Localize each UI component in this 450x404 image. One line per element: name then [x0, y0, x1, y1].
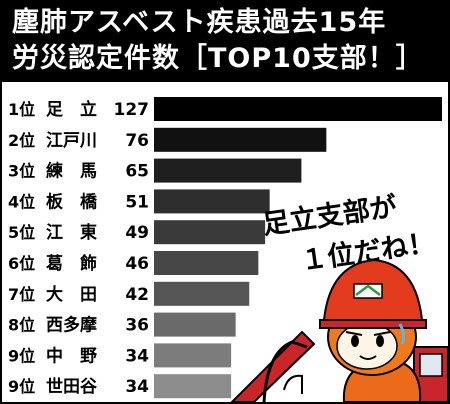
- bar: [154, 343, 232, 368]
- rank-label: 2位: [8, 131, 35, 150]
- value-label: 127: [114, 100, 150, 120]
- rank-label: 3位: [8, 162, 35, 181]
- category-label: 葛 飾: [45, 253, 97, 274]
- bar: [154, 251, 259, 275]
- category-label: 西多摩: [46, 315, 97, 336]
- category-label: 練 馬: [46, 161, 97, 182]
- bar: [154, 220, 266, 245]
- rank-label: 9位: [8, 346, 35, 365]
- rank-label: 4位: [8, 192, 35, 211]
- rank-label: 9位: [8, 377, 35, 396]
- category-label: 世田谷: [46, 377, 98, 397]
- category-label: 板 橋: [46, 191, 98, 212]
- value-label: 65: [125, 162, 149, 182]
- rank-label: 7位: [8, 285, 35, 304]
- rank-label: 1位: [8, 100, 35, 119]
- category-label: 中 野: [46, 345, 97, 366]
- mascot-illustration: [230, 258, 448, 402]
- bar: [154, 312, 236, 337]
- rank-label: 6位: [8, 254, 35, 273]
- category-label: 大 田: [46, 284, 97, 305]
- chart-subtitle: 労災認定件数［TOP10支部！］: [12, 43, 424, 74]
- value-label: 46: [125, 254, 149, 274]
- category-label: 足 立: [46, 99, 97, 120]
- bar: [154, 97, 442, 121]
- bar: [154, 158, 302, 183]
- value-label: 34: [125, 377, 149, 397]
- value-label: 49: [125, 223, 149, 243]
- bar: [154, 189, 270, 214]
- value-label: 34: [125, 346, 149, 366]
- category-label: 江戸川: [46, 131, 97, 151]
- rank-label: 8位: [8, 316, 35, 335]
- annotation-line-1: 足立支部が: [261, 190, 399, 240]
- bar: [154, 281, 250, 306]
- speech-bubble: 足立支部が １位だね！: [261, 190, 437, 276]
- category-label: 江 東: [46, 222, 97, 243]
- value-label: 51: [125, 192, 149, 212]
- value-label: 42: [125, 285, 149, 305]
- chart-title: 塵肺アスベスト疾患過去15年: [12, 7, 387, 38]
- rank-label: 5位: [8, 223, 35, 242]
- bar-rows: 1位足 立 127 2位 江戸川 76 3位練 馬 65 4位板 橋 51 5位江 東 49 6位葛 …: [8, 97, 442, 399]
- bar: [154, 127, 327, 152]
- value-label: 76: [125, 131, 149, 151]
- chart-header: 塵肺アスベスト疾患過去15年 労災認定件数［TOP10支部！］: [2, 2, 448, 82]
- value-label: 36: [125, 316, 149, 336]
- bar: [154, 374, 232, 399]
